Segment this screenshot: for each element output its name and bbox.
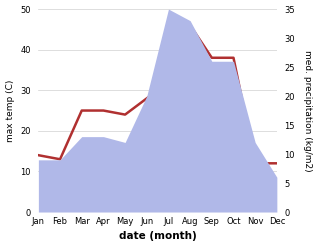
X-axis label: date (month): date (month) [119, 231, 197, 242]
Y-axis label: max temp (C): max temp (C) [5, 79, 15, 142]
Y-axis label: med. precipitation (kg/m2): med. precipitation (kg/m2) [303, 50, 313, 171]
